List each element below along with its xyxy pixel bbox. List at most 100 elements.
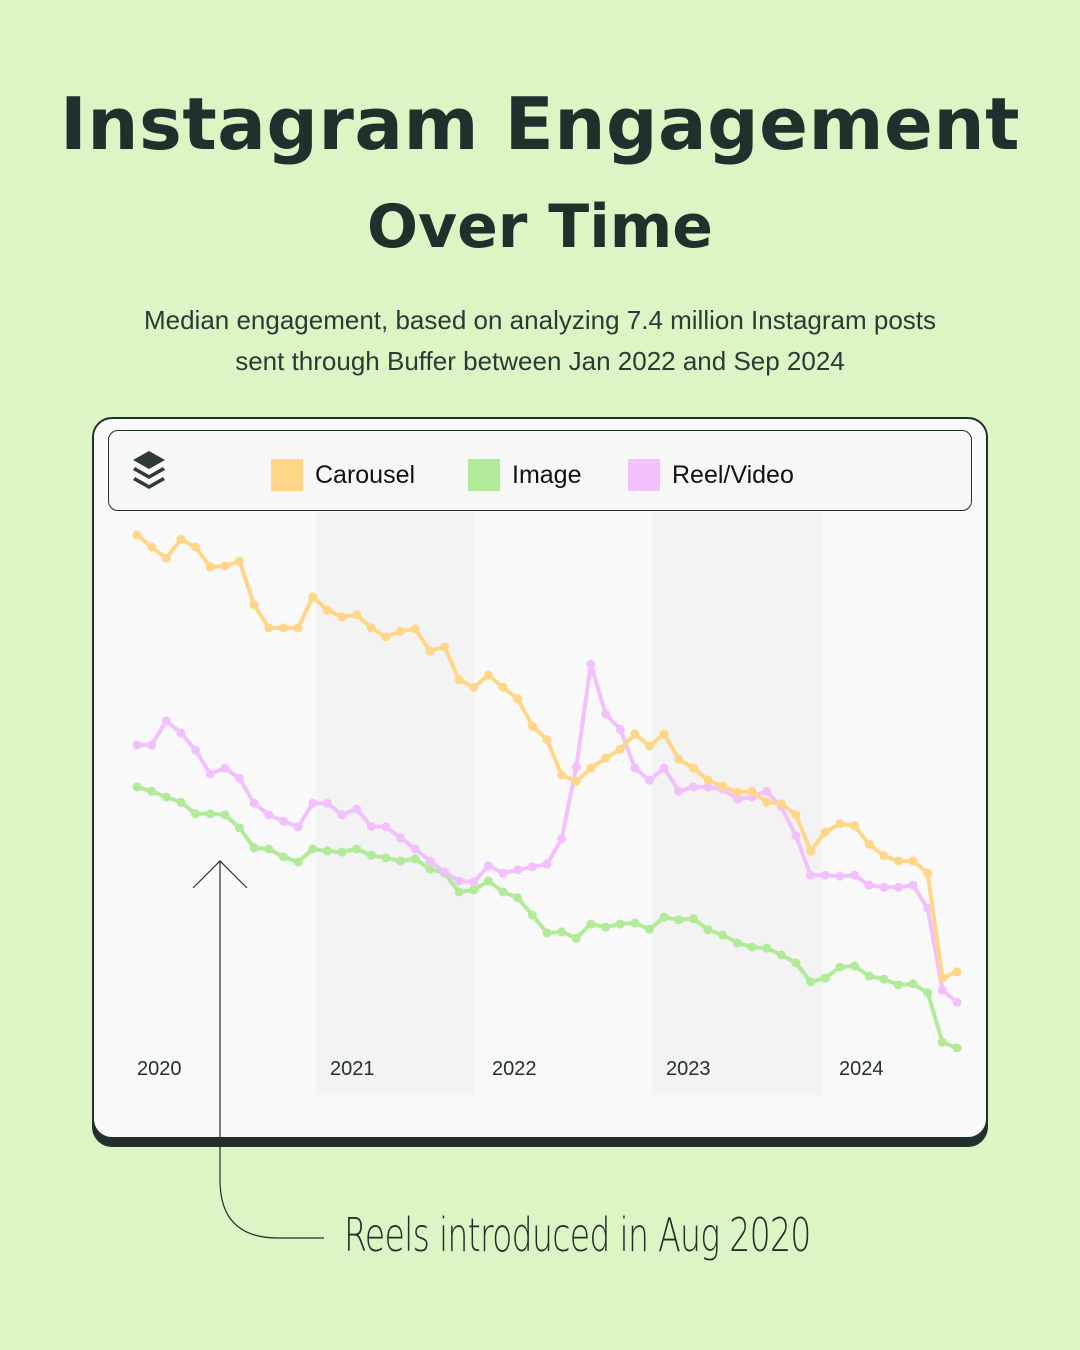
data-point — [147, 740, 157, 750]
data-point — [527, 721, 537, 731]
data-point — [659, 912, 669, 922]
subtitle-line2: sent through Buffer between Jan 2022 and… — [235, 346, 845, 376]
reel-video-swatch — [628, 459, 660, 491]
legend-item-image: Image — [468, 459, 581, 491]
data-point — [205, 769, 215, 779]
data-point — [688, 914, 698, 924]
data-point — [440, 642, 449, 652]
data-point — [674, 915, 684, 925]
data-point — [762, 786, 772, 796]
data-point — [264, 623, 274, 633]
data-point — [235, 823, 244, 833]
legend-label-image: Image — [512, 460, 582, 489]
data-point — [366, 821, 376, 831]
data-point — [132, 740, 142, 750]
data-point — [952, 1043, 962, 1053]
x-tick-2022: 2022 — [492, 1058, 537, 1080]
data-point — [718, 781, 728, 791]
data-point — [850, 821, 859, 831]
data-point — [278, 623, 288, 633]
data-point — [396, 626, 406, 636]
page-title: Instagram Engagement — [59, 82, 1021, 166]
data-point — [893, 882, 903, 892]
data-point — [396, 833, 406, 843]
data-point — [454, 876, 464, 886]
data-point — [571, 762, 581, 772]
data-point — [688, 782, 698, 792]
data-point — [806, 977, 816, 987]
data-point — [410, 844, 420, 854]
data-point — [674, 754, 684, 764]
data-point — [659, 763, 669, 773]
data-point — [571, 776, 581, 786]
band-2021 — [316, 512, 474, 1095]
x-tick-2024: 2024 — [839, 1058, 884, 1080]
data-point — [483, 861, 493, 871]
x-tick-2021: 2021 — [330, 1058, 375, 1080]
data-point — [469, 682, 479, 692]
data-point — [923, 868, 933, 878]
data-point — [469, 877, 479, 887]
data-point — [483, 670, 493, 680]
data-point — [864, 839, 874, 849]
data-point — [147, 542, 157, 552]
x-tick-2020: 2020 — [137, 1058, 182, 1080]
data-point — [527, 862, 537, 872]
data-point — [132, 782, 142, 792]
data-point — [703, 782, 713, 792]
data-point — [308, 592, 318, 602]
data-point — [381, 822, 391, 832]
data-point — [820, 973, 830, 983]
data-point — [191, 809, 201, 819]
data-point — [806, 846, 816, 856]
series-layer — [132, 530, 962, 1053]
data-point — [249, 798, 259, 808]
data-point — [205, 809, 215, 819]
data-point — [820, 870, 830, 880]
data-point — [937, 973, 947, 983]
data-point — [132, 530, 142, 540]
subtitle: Median engagement, based on analyzing 7.… — [60, 300, 1020, 382]
data-point — [601, 922, 611, 932]
data-point — [908, 856, 918, 866]
data-point — [615, 919, 625, 929]
data-point — [308, 798, 318, 808]
data-point — [264, 844, 274, 854]
data-point — [703, 925, 713, 935]
data-point — [937, 985, 947, 995]
data-point — [630, 763, 640, 773]
data-point — [542, 928, 552, 938]
data-point — [645, 775, 654, 785]
image-swatch — [468, 459, 500, 491]
data-point — [513, 865, 523, 875]
legend-bar: Carousel Image Reel/Video — [108, 430, 972, 511]
data-point — [762, 797, 772, 807]
data-point — [352, 610, 362, 620]
data-point — [908, 979, 918, 989]
data-point — [440, 867, 449, 877]
data-point — [205, 562, 215, 572]
data-point — [893, 980, 903, 990]
data-point — [381, 853, 391, 863]
data-point — [454, 887, 464, 897]
data-point — [645, 741, 654, 751]
data-point — [586, 763, 596, 773]
data-point — [542, 735, 552, 745]
legend-item-carousel: Carousel — [271, 459, 415, 491]
data-point — [718, 930, 728, 940]
data-point — [161, 553, 171, 563]
data-point — [557, 927, 567, 937]
data-point — [425, 646, 435, 656]
data-point — [337, 612, 347, 622]
data-point — [571, 933, 581, 943]
data-point — [908, 880, 918, 890]
data-point — [498, 868, 508, 878]
buffer-layers-icon — [133, 451, 165, 489]
data-point — [498, 682, 508, 692]
data-point — [469, 885, 479, 895]
data-point — [235, 556, 244, 566]
data-point — [747, 942, 757, 952]
series-line-carousel — [135, 533, 958, 981]
data-point — [410, 624, 420, 634]
